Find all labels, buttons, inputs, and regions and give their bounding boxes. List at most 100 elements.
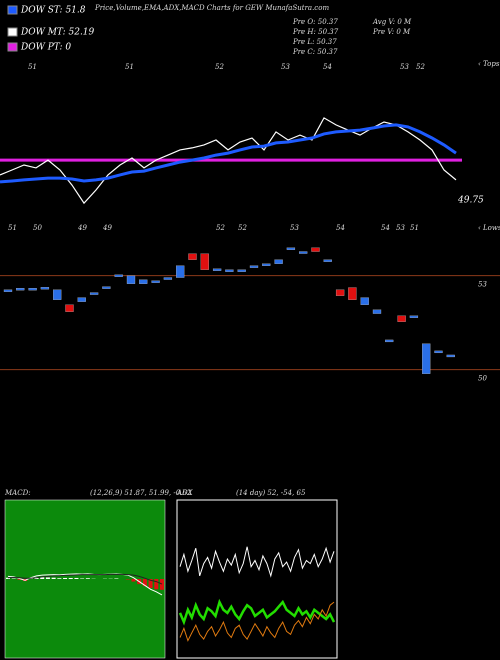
candle: [372, 309, 382, 314]
macd-histogram-bar: [40, 577, 45, 579]
candle: [188, 253, 197, 260]
candle: [139, 279, 148, 284]
macd-histogram-bar: [142, 579, 147, 587]
stat-label: Pre V: 0 M: [372, 28, 411, 36]
macd-line: [7, 573, 163, 585]
legend-label: DOW MT: 52.19: [20, 28, 95, 38]
top-label: 51: [28, 63, 37, 71]
macd-histogram-bar: [160, 579, 164, 590]
low-label: 53: [396, 224, 405, 232]
candle: [311, 247, 320, 252]
candle: [348, 287, 357, 300]
macd-histogram-bar: [131, 579, 136, 582]
candle: [286, 247, 296, 250]
candle: [53, 289, 62, 300]
low-label: 49: [102, 224, 112, 232]
candle: [434, 350, 443, 354]
candle: [151, 280, 160, 283]
candle: [409, 315, 419, 318]
candle: [249, 265, 259, 268]
low-label: 53: [290, 224, 299, 232]
stat-label: Pre C: 50.37: [292, 48, 338, 56]
legend-swatch: [7, 42, 18, 52]
chart-title: Price,Volume,EMA,ADX,MACD Charts for GEW…: [94, 4, 329, 12]
low-label: 54: [381, 224, 390, 232]
legend-label: DOW ST: 51.8: [20, 6, 86, 16]
candle: [28, 288, 37, 291]
macd-label: MACD:: [4, 489, 31, 497]
level-label: 53: [478, 281, 487, 289]
candle: [385, 339, 394, 343]
low-label: 52: [216, 224, 225, 232]
legend-swatch: [7, 5, 18, 15]
legend-label: DOW PT: 0: [20, 43, 71, 53]
stat-label: Pre L: 50.37: [292, 38, 337, 46]
candle: [163, 277, 173, 280]
macd-histogram-bar: [51, 577, 56, 579]
low-label: 49: [77, 224, 87, 232]
candle: [397, 315, 406, 322]
lows-marker: ‹ Lows: [478, 224, 500, 232]
stat-label: Pre O: 50.37: [292, 18, 338, 26]
candle: [40, 287, 50, 290]
candle: [262, 263, 271, 266]
candle: [335, 289, 345, 296]
macd-histogram-bar: [63, 577, 68, 579]
candle: [114, 274, 123, 277]
candle: [360, 297, 369, 305]
candle: [323, 259, 332, 262]
macd-histogram-bar: [11, 578, 16, 579]
candle: [89, 292, 99, 295]
low-label: 50: [33, 224, 42, 232]
stat-label: Pre H: 50.37: [292, 28, 339, 36]
low-label: 52: [238, 224, 247, 232]
candle: [225, 269, 234, 272]
stat-label: Avg V: 0 M: [372, 18, 412, 26]
macd-histogram-bar: [85, 578, 90, 579]
macd-histogram-bar: [148, 579, 153, 588]
top-label: 51: [125, 63, 134, 71]
last-price-label: 49.75: [457, 196, 484, 206]
price-line: [0, 123, 457, 184]
macd-line: [7, 573, 163, 596]
low-label: 51: [410, 224, 419, 232]
candle: [200, 253, 209, 270]
adx-params: (14 day) 52, -54, 65: [236, 489, 306, 497]
macd-histogram-bar: [17, 579, 22, 580]
adx-line: [179, 546, 335, 578]
candle: [237, 269, 246, 272]
macd-params: (12,26,9) 51.87, 51.99, -0.62: [90, 489, 192, 497]
candle: [299, 251, 308, 254]
adx-line: [179, 601, 335, 642]
top-label: 52: [215, 63, 224, 71]
macd-histogram-bar: [74, 577, 79, 579]
candle: [65, 304, 74, 312]
candle: [77, 297, 86, 302]
price-line: [0, 117, 457, 205]
top-label: 52: [416, 63, 425, 71]
macd-histogram-bar: [45, 577, 50, 579]
candle: [274, 259, 283, 264]
adx-panel: [176, 499, 338, 659]
adx-line: [178, 598, 336, 626]
candle: [422, 343, 431, 374]
macd-histogram-bar: [114, 578, 119, 579]
macd-histogram-bar: [57, 578, 62, 579]
adx-label: ADX: [176, 489, 194, 497]
candle: [102, 286, 111, 289]
macd-histogram-bar: [6, 577, 10, 579]
top-label: 53: [281, 63, 290, 71]
top-label: 54: [323, 63, 332, 71]
candle: [176, 265, 185, 278]
candle: [16, 288, 25, 291]
low-label: 54: [336, 224, 345, 232]
macd-histogram-bar: [125, 579, 130, 580]
macd-histogram-bar: [28, 578, 33, 579]
legend-swatch: [7, 27, 18, 37]
top-label: 53: [400, 63, 409, 71]
macd-histogram-bar: [154, 579, 159, 590]
macd-histogram-bar: [68, 577, 73, 579]
candle: [3, 289, 13, 292]
